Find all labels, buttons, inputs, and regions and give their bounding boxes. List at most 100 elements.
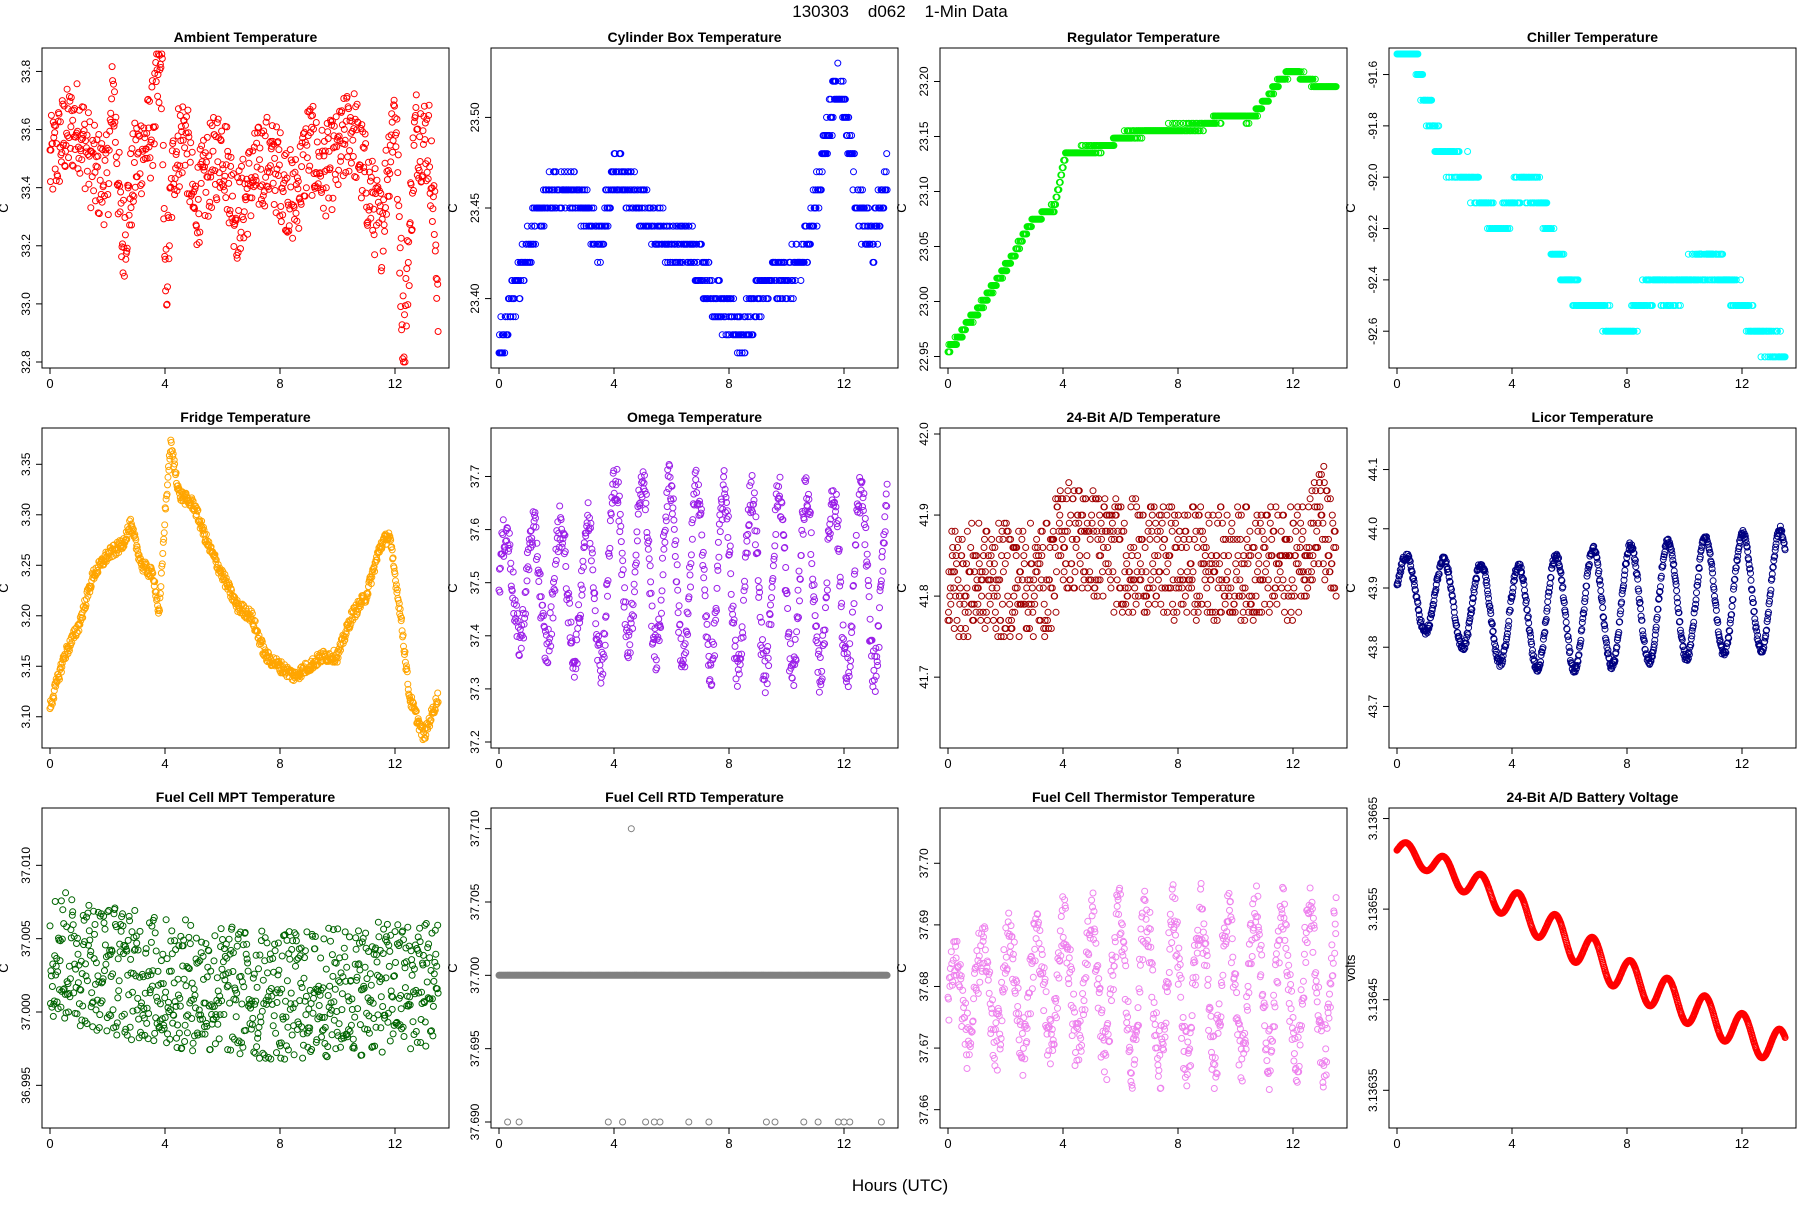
plot-frame — [939, 427, 1348, 749]
x-tick-label: 12 — [837, 756, 851, 771]
plot-frame — [1388, 427, 1797, 749]
x-tick-label: 4 — [610, 756, 617, 771]
y-tick-label: 3.13635 — [1366, 1068, 1380, 1112]
x-tick-label: 12 — [1735, 376, 1749, 391]
data-points — [495, 59, 891, 357]
x-tick-label: 0 — [46, 376, 53, 391]
y-tick-label: 33.4 — [19, 176, 33, 200]
x-tick-label: 8 — [1623, 756, 1630, 771]
y-tick-label: 37.700 — [468, 957, 482, 994]
y-tick-label: 23.00 — [917, 286, 931, 316]
x-tick-label: 4 — [610, 1136, 617, 1151]
y-axis-label: C — [1343, 583, 1358, 592]
y-tick-label: 37.7 — [468, 464, 482, 488]
data-points — [495, 461, 891, 697]
y-axis-label: C — [445, 583, 460, 592]
y-axis-label: C — [1343, 203, 1358, 212]
y-tick-label: 3.13655 — [1366, 887, 1380, 931]
x-tick-label: 8 — [725, 376, 732, 391]
y-tick-label: -92.6 — [1366, 317, 1380, 345]
data-points — [46, 889, 442, 1063]
x-tick-label: 12 — [837, 1136, 851, 1151]
y-tick-label: 37.2 — [468, 730, 482, 754]
y-tick-label: 23.45 — [468, 193, 482, 223]
plot-title: Ambient Temperature — [174, 29, 318, 45]
y-tick-label: 41.7 — [917, 665, 931, 689]
x-tick-label: 12 — [837, 376, 851, 391]
x-tick-label: 0 — [944, 376, 951, 391]
x-tick-label: 0 — [1393, 376, 1400, 391]
y-tick-label: 37.705 — [468, 883, 482, 920]
plot-title: Omega Temperature — [627, 409, 762, 425]
y-tick-label: 41.9 — [917, 503, 931, 527]
y-tick-label: 33.6 — [19, 118, 33, 142]
x-tick-label: 0 — [1393, 756, 1400, 771]
x-tick-label: 0 — [46, 1136, 53, 1151]
y-tick-label: 3.20 — [19, 604, 33, 628]
y-tick-label: 3.35 — [19, 452, 33, 476]
y-tick-label: 33.2 — [19, 234, 33, 258]
x-tick-label: 0 — [46, 756, 53, 771]
figure-title: 130303 d062 1-Min Data — [792, 2, 1008, 21]
y-tick-label: 37.710 — [468, 810, 482, 847]
x-tick-label: 0 — [495, 1136, 502, 1151]
y-axis-label: C — [0, 963, 11, 972]
y-tick-label: 37.70 — [917, 848, 931, 878]
y-axis-label: C — [445, 963, 460, 972]
y-tick-label: 37.005 — [19, 920, 33, 957]
y-tick-label: 3.15 — [19, 654, 33, 678]
y-tick-label: 43.7 — [1366, 694, 1380, 718]
x-tick-label: 12 — [1735, 1136, 1749, 1151]
y-axis-label: C — [894, 583, 909, 592]
plot-title: Licor Temperature — [1532, 409, 1654, 425]
plot-frame — [490, 427, 899, 749]
y-tick-label: 3.10 — [19, 705, 33, 729]
y-tick-label: 43.9 — [1366, 576, 1380, 600]
y-tick-label: 23.05 — [917, 231, 931, 261]
x-tick-label: 8 — [1174, 376, 1181, 391]
x-tick-label: 12 — [1735, 756, 1749, 771]
y-tick-label: 23.50 — [468, 102, 482, 132]
plot-frame — [41, 807, 450, 1129]
x-tick-label: 0 — [944, 756, 951, 771]
x-tick-label: 12 — [1286, 376, 1300, 391]
y-tick-label: 42.0 — [917, 422, 931, 446]
plot-title: Fuel Cell RTD Temperature — [605, 789, 784, 805]
y-tick-label: 37.69 — [917, 910, 931, 940]
y-tick-label: -91.6 — [1366, 61, 1380, 89]
y-tick-label: 36.995 — [19, 1067, 33, 1104]
x-tick-label: 8 — [1623, 376, 1630, 391]
data-points — [495, 825, 891, 1126]
x-tick-label: 4 — [161, 1136, 168, 1151]
y-tick-label: 22.95 — [917, 341, 931, 371]
data-points — [1393, 522, 1789, 676]
plot-frame — [939, 47, 1348, 369]
y-tick-label: 37.4 — [468, 624, 482, 648]
plot-frame — [1388, 47, 1797, 369]
x-tick-label: 4 — [1059, 756, 1066, 771]
y-tick-label: 33.8 — [19, 59, 33, 83]
x-tick-label: 0 — [944, 1136, 951, 1151]
y-tick-label: 37.5 — [468, 571, 482, 595]
y-tick-label: 37.66 — [917, 1094, 931, 1124]
plot-frame — [939, 807, 1348, 1129]
plot-frame — [41, 47, 450, 369]
y-axis-label: volts — [1343, 954, 1358, 981]
data-points — [46, 436, 442, 744]
y-axis-label: C — [894, 203, 909, 212]
y-tick-label: 23.10 — [917, 176, 931, 206]
y-tick-label: 3.13645 — [1366, 978, 1380, 1022]
data-points — [46, 50, 442, 366]
plot-frame — [41, 427, 450, 749]
y-tick-label: 37.6 — [468, 518, 482, 542]
plot-frame — [490, 807, 899, 1129]
y-tick-label: 37.3 — [468, 677, 482, 701]
y-tick-label: -92.2 — [1366, 215, 1380, 243]
x-tick-label: 8 — [725, 756, 732, 771]
y-tick-label: 37.690 — [468, 1103, 482, 1140]
x-tick-label: 8 — [276, 376, 283, 391]
plot-title: Cylinder Box Temperature — [607, 29, 781, 45]
x-tick-label: 8 — [276, 1136, 283, 1151]
